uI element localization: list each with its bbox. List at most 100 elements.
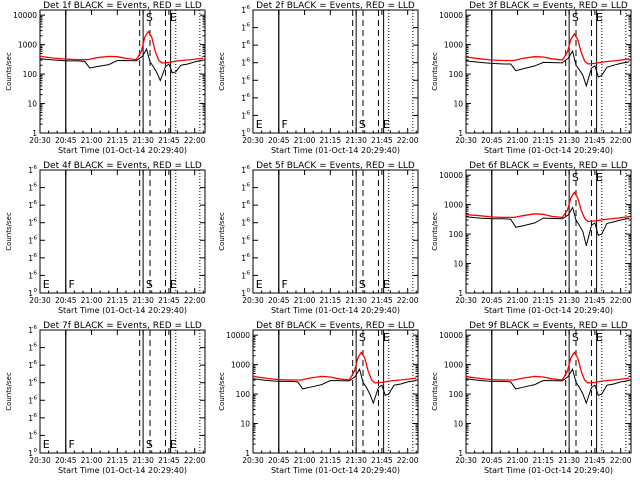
y-tick-label: 1 (241, 94, 246, 103)
y-tick-exponent: -6 (245, 93, 251, 99)
panel-title: Det 8f BLACK = Events, RED = LLD (256, 321, 415, 331)
y-tick-label: 100 (23, 70, 38, 79)
y-tick-exponent: -6 (32, 218, 38, 224)
x-tick-label: 20:45 (55, 456, 77, 465)
plot-frame (252, 9, 419, 134)
y-tick-label: 1 (241, 184, 246, 193)
x-tick-label: 20:45 (268, 296, 290, 305)
detector-panel: Det 2f BLACK = Events, RED = LLD 20:30 20:… (218, 1, 419, 155)
panel-title: Det 6f BLACK = Events, RED = LLD (469, 161, 628, 171)
panel-title: Det 2f BLACK = Events, RED = LLD (256, 1, 415, 11)
y-tick-label: 10 (453, 100, 463, 109)
time-marker-label: S (572, 331, 579, 344)
detector-panel: Det 3f BLACK = Events, RED = LLD 20:30 20:… (431, 1, 632, 155)
detector-panel: Det 7f BLACK = Events, RED = LLD 20:30 20:… (5, 321, 206, 475)
x-axis-label: Start Time (01-Oct-14 20:29:40) (484, 306, 613, 315)
time-marker-label: F (69, 438, 75, 451)
x-axis-label: Start Time (01-Oct-14 20:29:40) (484, 146, 613, 155)
x-tick-label: 21:30 (558, 136, 580, 145)
time-marker-label: S (572, 11, 579, 24)
x-tick-label: 21:45 (584, 296, 606, 305)
time-marker-label: F (282, 118, 288, 131)
x-tick-label: 21:15 (533, 456, 555, 465)
time-marker-label: F (282, 278, 288, 291)
y-tick-exponent: -6 (32, 235, 38, 241)
plot-frame (252, 329, 419, 454)
panel-title: Det 1f BLACK = Events, RED = LLD (43, 1, 202, 11)
x-tick-label: 22:00 (397, 456, 419, 465)
x-tick-label: 20:30 (455, 136, 477, 145)
x-tick-label: 21:45 (371, 296, 393, 305)
y-tick-label: 100 (236, 390, 251, 399)
x-tick-label: 21:30 (345, 296, 367, 305)
lld-series-line (465, 351, 630, 384)
x-axis-label: Start Time (01-Oct-14 20:29:40) (58, 466, 187, 475)
y-tick-exponent: -6 (32, 378, 38, 384)
y-tick-exponent: -6 (32, 270, 38, 276)
plot-frame (39, 9, 206, 134)
x-tick-label: 20:45 (55, 136, 77, 145)
y-tick-label: 1 (28, 254, 33, 263)
x-tick-label: 20:30 (242, 296, 264, 305)
y-tick-label: 1 (241, 6, 246, 15)
y-tick-label: 1 (28, 289, 33, 298)
y-tick-label: 1 (241, 111, 246, 120)
y-tick-exponent: -6 (245, 165, 251, 171)
panel-title: Det 3f BLACK = Events, RED = LLD (469, 1, 628, 11)
y-tick-exponent: -6 (32, 165, 38, 171)
x-tick-label: 21:30 (132, 456, 154, 465)
y-tick-label: 1 (28, 396, 33, 405)
x-tick-label: 22:00 (610, 456, 632, 465)
y-tick-exponent: -6 (32, 395, 38, 401)
y-tick-label: 1000 (444, 41, 463, 50)
x-axis-label: Start Time (01-Oct-14 20:29:40) (271, 466, 400, 475)
x-tick-label: 21:00 (507, 136, 529, 145)
lld-series-line (252, 351, 417, 384)
y-tick-exponent: -6 (245, 200, 251, 206)
y-tick-label: 1 (28, 379, 33, 388)
y-tick-label: 1 (241, 289, 246, 298)
y-tick-label: 10 (240, 420, 250, 429)
x-tick-label: 20:30 (29, 136, 51, 145)
y-tick-label: 1000 (231, 361, 250, 370)
time-marker-label: E (43, 438, 50, 451)
time-marker-label: E (383, 278, 390, 291)
x-tick-label: 21:30 (132, 296, 154, 305)
time-marker-label: S (572, 171, 579, 184)
y-tick-exponent: 0 (34, 288, 38, 294)
x-tick-label: 21:45 (158, 296, 180, 305)
y-tick-label: 1 (458, 129, 463, 138)
y-tick-label: 1 (32, 129, 37, 138)
x-tick-label: 21:45 (158, 456, 180, 465)
time-marker-label: E (596, 331, 603, 344)
plot-frame (465, 9, 632, 134)
y-tick-label: 1 (28, 166, 33, 175)
time-marker-label: S (146, 278, 153, 291)
time-marker-label: E (170, 278, 177, 291)
y-axis-label: Counts/sec (5, 372, 13, 411)
x-tick-label: 20:30 (29, 456, 51, 465)
y-tick-label: 1 (241, 76, 246, 85)
y-tick-label: 1 (245, 449, 250, 458)
x-tick-label: 22:00 (610, 136, 632, 145)
detector-panel: Det 6f BLACK = Events, RED = LLD 20:30 20:… (431, 161, 632, 315)
x-tick-label: 20:45 (268, 136, 290, 145)
y-tick-label: 10000 (439, 331, 463, 340)
y-tick-label: 1 (28, 184, 33, 193)
y-tick-label: 1 (458, 449, 463, 458)
y-tick-label: 1 (241, 41, 246, 50)
y-tick-label: 1 (241, 24, 246, 33)
y-tick-label: 10000 (226, 331, 250, 340)
y-tick-exponent: -6 (245, 270, 251, 276)
x-tick-label: 21:00 (507, 296, 529, 305)
time-marker-label: E (596, 171, 603, 184)
y-axis-label: Counts/sec (218, 52, 226, 91)
y-axis-label: Counts/sec (218, 212, 226, 251)
time-marker-label: E (170, 438, 177, 451)
y-tick-exponent: -6 (245, 253, 251, 259)
x-tick-label: 21:00 (81, 296, 103, 305)
y-tick-label: 10 (453, 260, 463, 269)
y-tick-label: 100 (449, 390, 464, 399)
detector-panel: Det 4f BLACK = Events, RED = LLD 20:30 20:… (5, 161, 206, 315)
y-tick-exponent: 0 (247, 288, 251, 294)
